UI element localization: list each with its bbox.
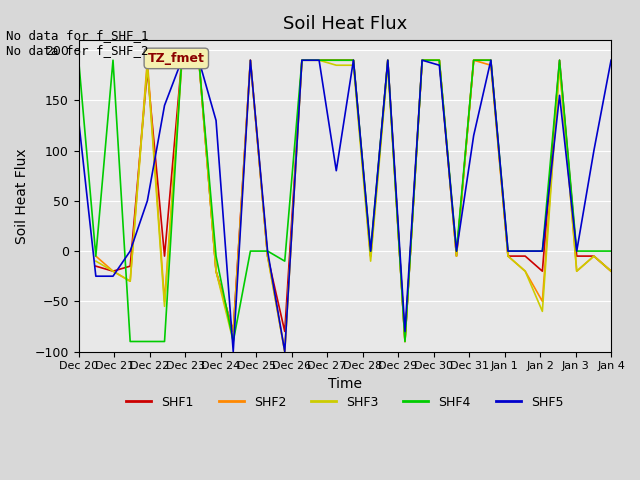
Text: No data for f_SHF_1
No data for f_SHF_2: No data for f_SHF_1 No data for f_SHF_2 (6, 29, 149, 57)
Legend: SHF1, SHF2, SHF3, SHF4, SHF5: SHF1, SHF2, SHF3, SHF4, SHF5 (122, 391, 568, 414)
Y-axis label: Soil Heat Flux: Soil Heat Flux (15, 148, 29, 244)
Text: TZ_fmet: TZ_fmet (148, 52, 205, 65)
X-axis label: Time: Time (328, 377, 362, 391)
Title: Soil Heat Flux: Soil Heat Flux (283, 15, 407, 33)
